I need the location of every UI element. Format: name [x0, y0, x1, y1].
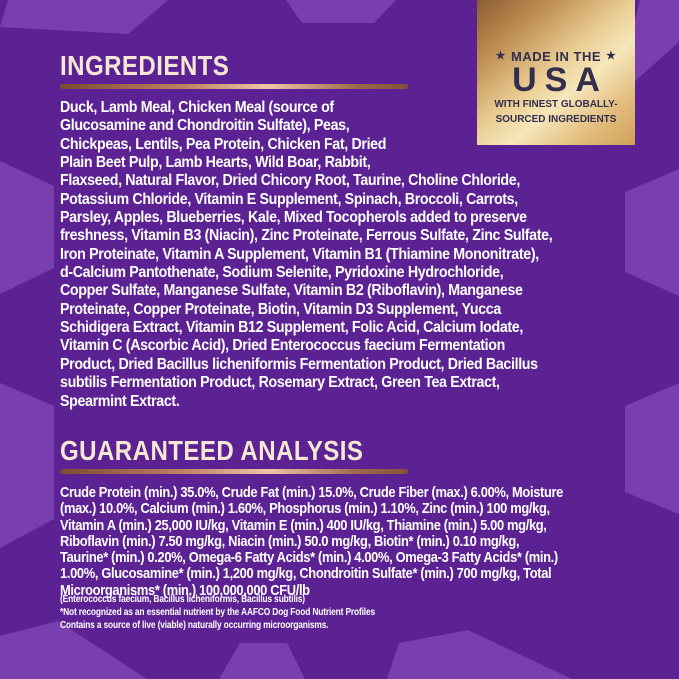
ingredients-line: Flaxseed, Natural Flavor, Dried Chicory … [60, 172, 520, 190]
ingredients-line: Copper Sulfate, Manganese Sulfate, Vitam… [60, 282, 523, 300]
ingredients-heading: INGREDIENTS [60, 50, 230, 81]
ray-shape [0, 0, 168, 34]
ingredients-line: Proteinate, Copper Proteinate, Biotin, V… [60, 300, 501, 318]
badge-subtitle-line1: WITH FINEST GLOBALLY- [494, 98, 618, 110]
badge-top-line: ★ MADE IN THE ★ [477, 50, 635, 63]
ray-shape [0, 383, 54, 548]
fine-print-line: *Not recognized as an essential nutrient… [60, 606, 375, 619]
guaranteed-analysis-heading: GUARANTEED ANALYSIS [60, 435, 364, 466]
made-in-usa-badge: ★ MADE IN THE ★ USA WITH FINEST GLOBALLY… [477, 0, 635, 145]
ingredients-line: Chickpeas, Lentils, Pea Protein, Chicken… [60, 135, 387, 153]
ingredients-line: Vitamin C (Ascorbic Acid), Dried Enteroc… [60, 337, 505, 355]
ingredients-line: Spearmint Extract. [60, 392, 180, 410]
ingredients-paragraph: Duck, Lamb Meal, Chicken Meal (source of… [60, 99, 613, 411]
guaranteed-analysis-paragraph: Crude Protein (min.) 35.0%, Crude Fat (m… [60, 484, 645, 599]
ray-shape [0, 621, 147, 679]
ingredients-line: d-Calcium Pantothenate, Sodium Selenite,… [60, 264, 504, 282]
ingredients-line: Duck, Lamb Meal, Chicken Meal (source of [60, 99, 334, 116]
ray-shape [387, 630, 572, 679]
fine-print: (Enterococcus faecium, Bacillus lichenif… [60, 593, 454, 633]
guaranteed-analysis-line: Taurine* (min.) 0.20%, Omega-6 Fatty Aci… [60, 549, 558, 567]
ray-shape [286, 0, 396, 23]
ingredients-line: Iron Proteinate, Vitamin A Supplement, V… [60, 245, 539, 263]
ingredients-line: Plain Beet Pulp, Lamb Hearts, Wild Boar,… [60, 154, 371, 172]
ingredients-line: Schidigera Extract, Vitamin B12 Suppleme… [60, 319, 523, 337]
guaranteed-analysis-line: Riboflavin (min.) 7.50 mg/kg, Niacin (mi… [60, 532, 520, 550]
badge-top-text: MADE IN THE [511, 49, 601, 64]
ray-shape [625, 169, 679, 296]
guaranteed-analysis-heading-underline [60, 469, 408, 474]
badge-usa-text: USA [512, 61, 608, 99]
fine-print-line: Contains a source of live (viable) natur… [60, 619, 329, 632]
ingredients-line: Parsley, Apples, Blueberries, Kale, Mixe… [60, 209, 527, 227]
badge-subtitle-line2: SOURCED INGREDIENTS [495, 112, 617, 125]
star-icon: ★ [495, 50, 506, 62]
ingredients-line: Potassium Chloride, Vitamin E Supplement… [60, 190, 518, 208]
ingredients-line: Glucosamine and Chondroitin Sulfate), Pe… [60, 117, 350, 135]
ingredients-line: Product, Dried Bacillus licheniformis Fe… [60, 355, 538, 373]
guaranteed-analysis-line: Crude Protein (min.) 35.0%, Crude Fat (m… [60, 484, 564, 501]
guaranteed-analysis-line: (max.) 10.0%, Calcium (min.) 1.60%, Phos… [60, 500, 550, 518]
star-icon: ★ [606, 50, 617, 62]
fine-print-line: (Enterococcus faecium, Bacillus lichenif… [60, 593, 305, 605]
ray-shape [0, 161, 54, 294]
ray-shape [219, 643, 305, 679]
ingredients-line: subtilis Fermentation Product, Rosemary … [60, 374, 500, 392]
ray-shape [625, 383, 679, 514]
guaranteed-analysis-line: Vitamin A (min.) 25,000 IU/kg, Vitamin E… [60, 516, 547, 534]
ingredients-line: freshness, Vitamin B3 (Niacin), Zinc Pro… [60, 227, 553, 245]
guaranteed-analysis-line: 1.00%, Glucosamine* (min.) 1,200 mg/kg, … [60, 565, 552, 583]
guaranteed-analysis-line: Microorganisms* (min.) 100,000,000 CFU/l… [60, 581, 310, 599]
ingredients-heading-underline [60, 84, 408, 89]
